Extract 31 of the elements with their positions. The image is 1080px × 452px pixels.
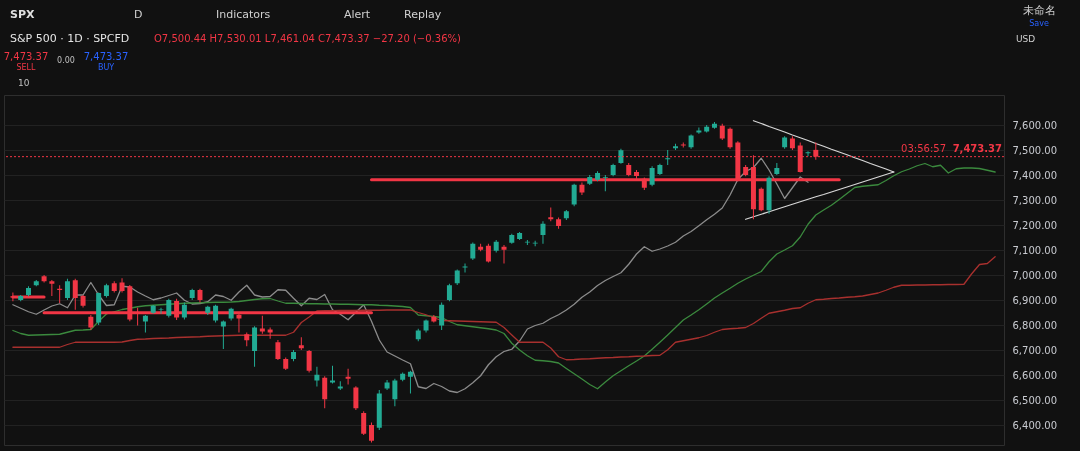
text: BUY [97,63,115,72]
y-tick-label: 7,300.00 [1012,194,1058,206]
y-tick-label: 6,900.00 [1012,294,1058,306]
y-tick-label: 6,500.00 [1012,394,1058,406]
y-tick-label: 7,200.00 [1012,219,1058,231]
text: 7,473.37 [3,51,49,62]
y-tick-label: 7,600.00 [1012,119,1058,131]
text: 0.00 [57,56,75,65]
text: SPX [10,8,35,21]
text: Replay [404,8,442,21]
text: 10 [18,78,30,88]
text: SELL [16,63,37,72]
y-tick-label: 7,100.00 [1012,244,1058,256]
text: USD [1016,34,1036,44]
text: D [134,8,143,21]
y-tick-label: 7,000.00 [1012,269,1058,281]
annotation: 03:56:57 [901,142,946,154]
text: 7,473.37 [83,51,129,62]
text: O7,500.44 H7,530.01 L7,461.04 C7,473.37 −27.20 (−0.36%) [154,33,462,44]
y-tick-label: 6,800.00 [1012,319,1058,331]
text: 未命名 [1022,4,1056,17]
text: Save [1029,19,1049,28]
y-tick-label: 6,400.00 [1012,419,1058,431]
y-tick-label: 6,600.00 [1012,369,1058,381]
y-tick-label: 7,400.00 [1012,169,1058,181]
ref-line-label: 7,473.37 [952,142,1003,154]
y-tick-label: 6,700.00 [1012,344,1058,356]
y-tick-label: 7,500.00 [1012,144,1058,156]
text: Indicators [216,8,271,21]
chart-title: S&P 500 · 1D · SPCFD [10,32,130,45]
text: Alert [344,8,371,21]
